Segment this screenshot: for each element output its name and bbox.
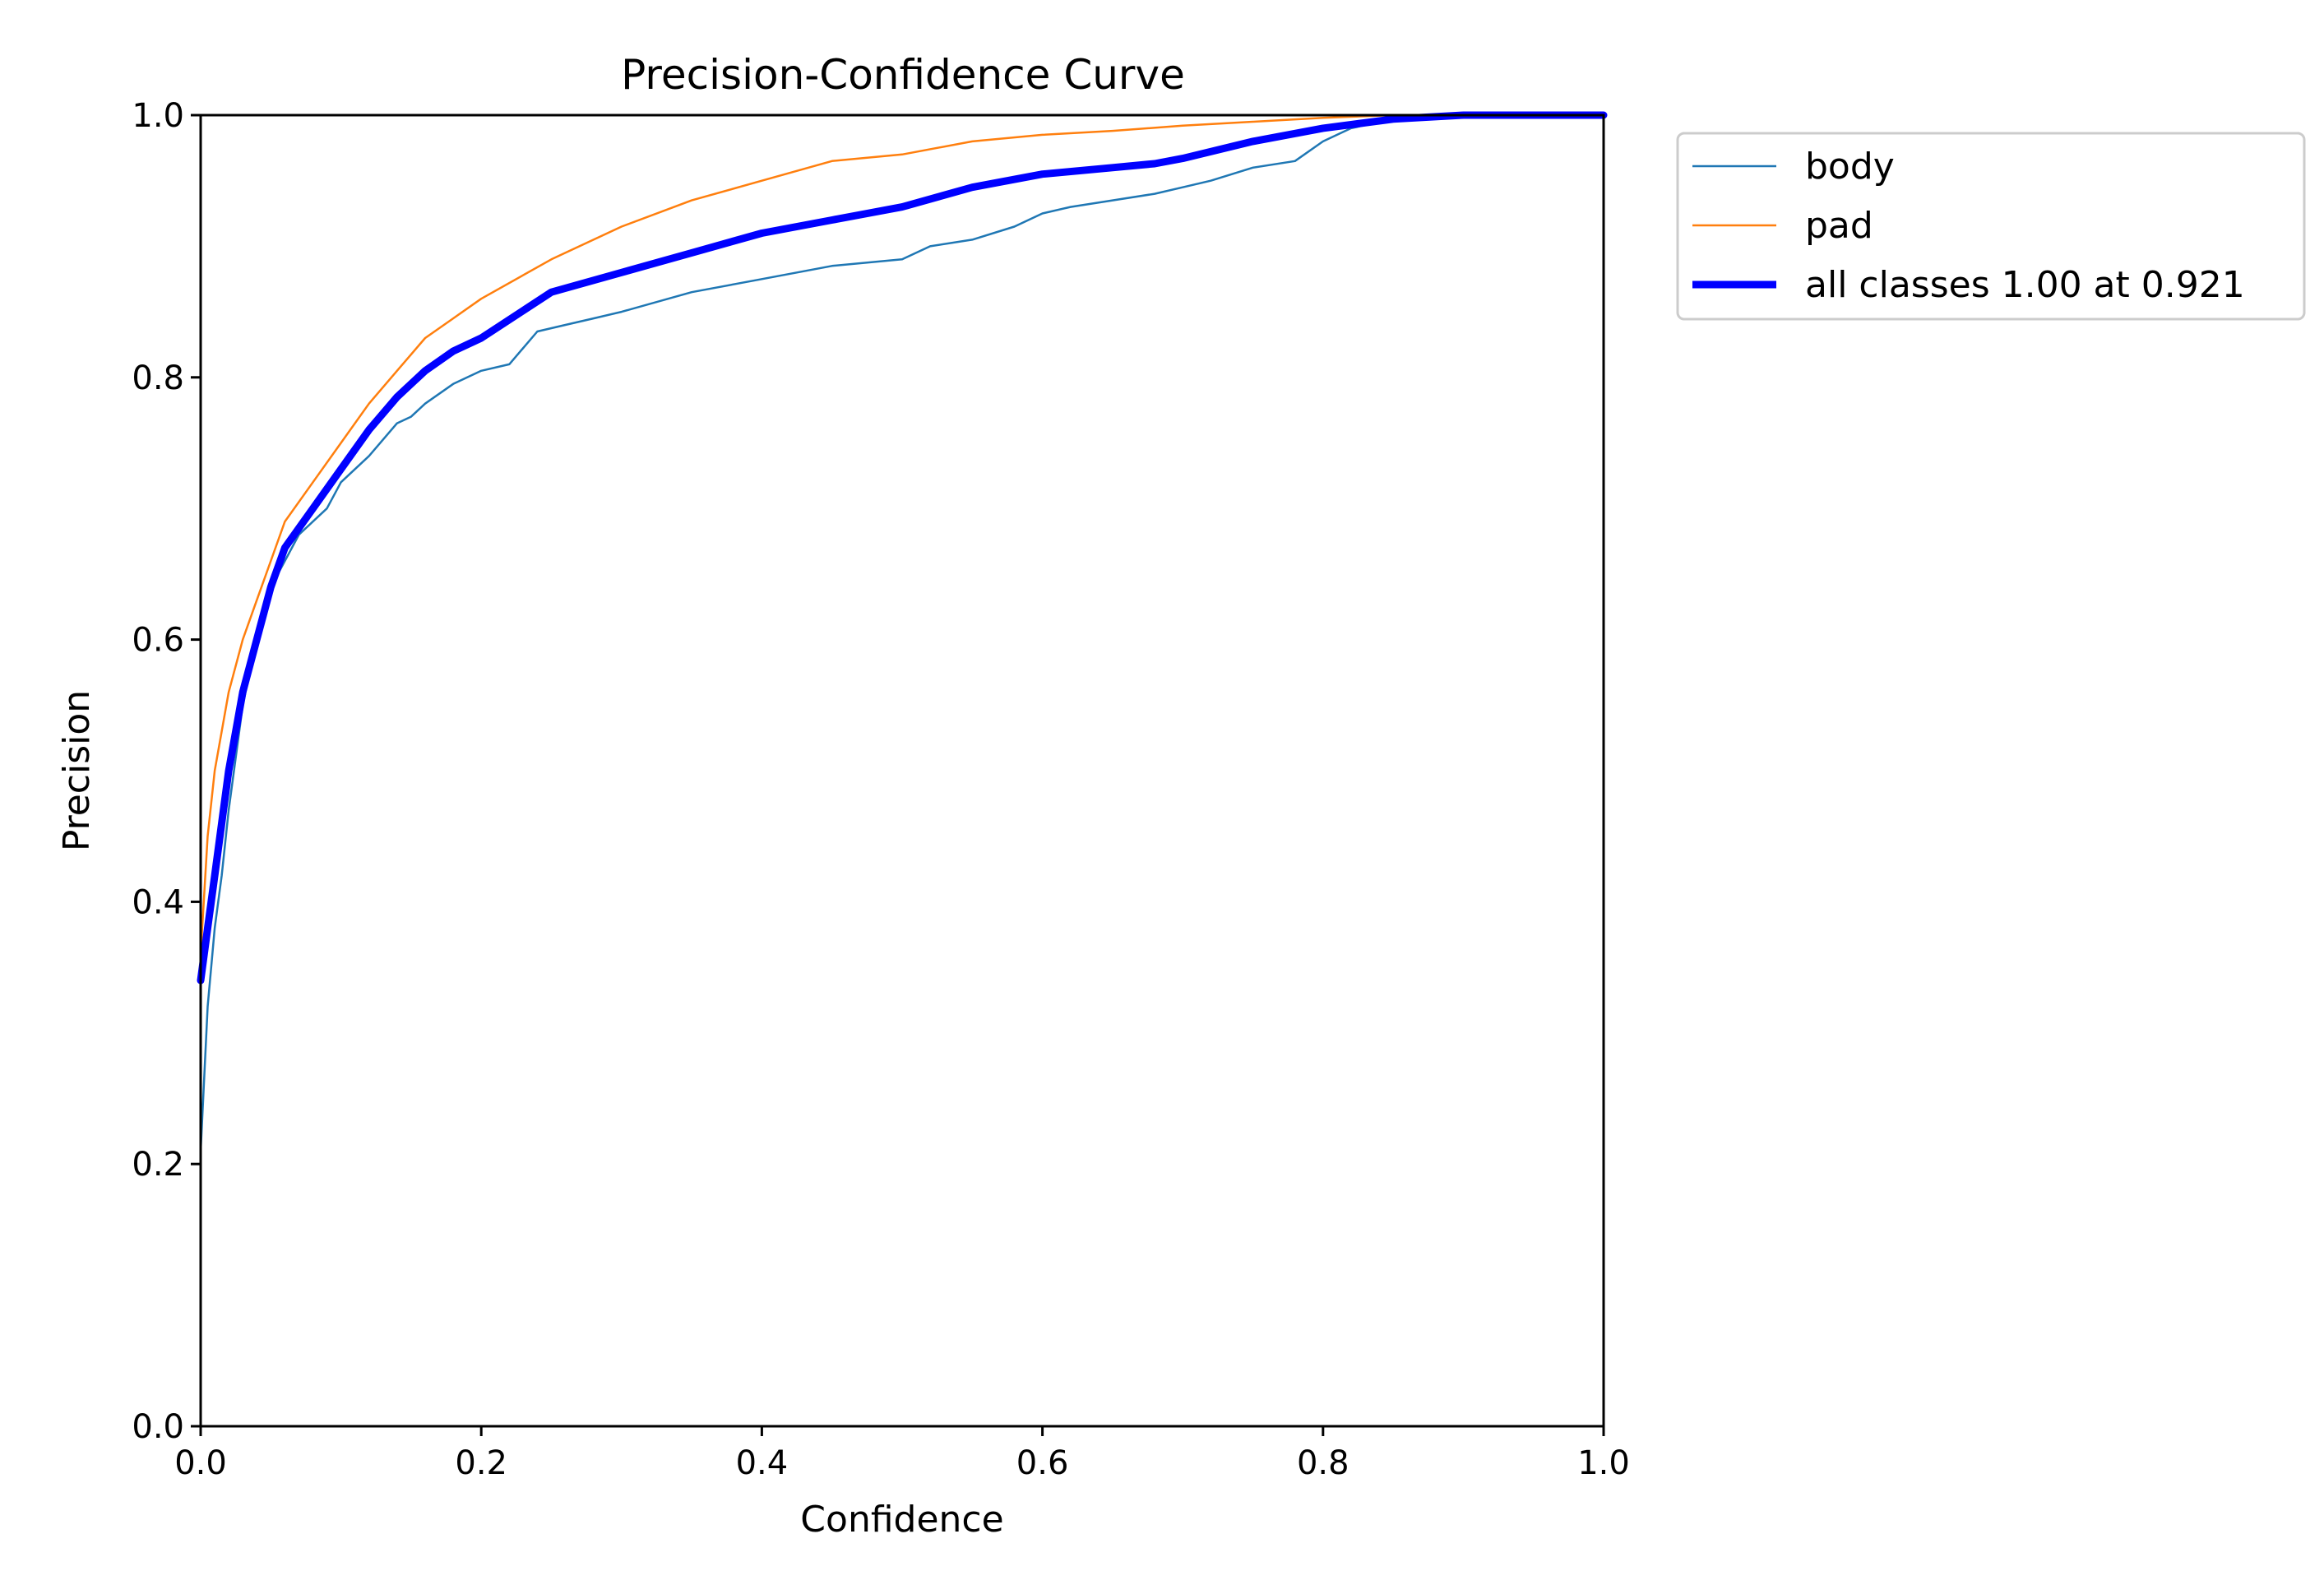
y-tick-label: 0.0 — [132, 1408, 184, 1446]
legend: body pad all classes 1.00 at 0.921 — [1676, 132, 2306, 321]
x-tick-label: 0.2 — [455, 1444, 507, 1482]
x-tick-label: 0.8 — [1297, 1444, 1349, 1482]
series-line-all-classes — [197, 111, 1608, 985]
x-axis-label: Confidence — [800, 1499, 1003, 1541]
y-tick-label: 1.0 — [132, 97, 184, 135]
legend-box — [1676, 132, 2306, 321]
y-tick-label: 0.2 — [132, 1146, 184, 1184]
y-tick-label: 0.6 — [132, 622, 184, 660]
legend-label-pad: pad — [1805, 205, 1873, 247]
plot-frame — [199, 114, 1605, 1428]
chart-title: Precision-Confidence Curve — [621, 51, 1185, 99]
y-tick-label: 0.8 — [132, 359, 184, 397]
series-line-pad — [199, 114, 1605, 956]
x-tick-label: 0.4 — [736, 1444, 789, 1482]
legend-label-all-classes: all classes 1.00 at 0.921 — [1805, 264, 2245, 306]
series-layer — [197, 111, 1608, 1152]
y-axis: 0.0 0.2 0.4 0.6 0.8 1.0 — [132, 97, 201, 1446]
x-tick-label: 1.0 — [1577, 1444, 1630, 1482]
x-axis: 0.0 0.2 0.4 0.6 0.8 1.0 — [174, 1426, 1630, 1482]
x-tick-label: 0.6 — [1016, 1444, 1069, 1482]
y-tick-label: 0.4 — [132, 883, 184, 921]
legend-label-body: body — [1805, 146, 1895, 188]
x-tick-label: 0.0 — [174, 1444, 227, 1482]
y-axis-label: Precision — [56, 690, 98, 851]
